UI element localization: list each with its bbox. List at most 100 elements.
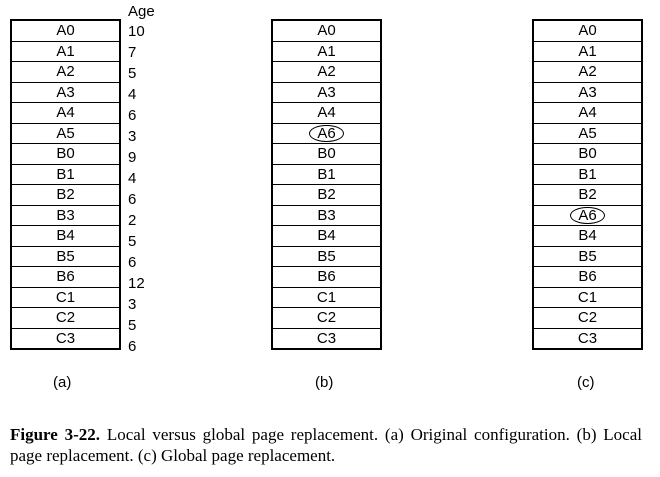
page-frame-cell: B6 <box>273 267 380 288</box>
page-table-a: A0 A1 A2 A3 A4 A5 B0 B1 B2 B3 B4 B5 B6 C1 C2 C3 <box>10 19 121 350</box>
page-frame-cell: B3 <box>12 206 119 226</box>
page-label: B2 <box>56 186 75 204</box>
page-label: B1 <box>578 165 597 183</box>
page-table-b: A0 A1 A2 A3 A4 A6 B0 B1 B2 B3 B4 B5 B6 C1 C2 C3 <box>271 19 382 350</box>
page-frame-cell: B0 <box>534 144 641 165</box>
page-frame-cell: A0 <box>12 21 119 42</box>
page-frame-cell: B1 <box>534 165 641 185</box>
age-value: 6 <box>128 107 137 124</box>
page-label: B4 <box>56 227 75 245</box>
figure-caption: Figure 3-22. Local versus global page re… <box>10 424 642 466</box>
page-label: B5 <box>317 247 336 265</box>
label-a: (a) <box>53 374 72 391</box>
page-frame-cell: C2 <box>12 308 119 329</box>
page-label: C3 <box>577 329 598 347</box>
page-frame-cell: B3 <box>273 206 380 226</box>
page-label: B6 <box>317 268 336 286</box>
page-label: B3 <box>56 206 75 224</box>
page-frame-cell: A4 <box>534 103 641 124</box>
replaced-page-label: A6 <box>570 206 605 224</box>
page-frame-cell: C2 <box>534 308 641 329</box>
age-value: 12 <box>128 275 145 292</box>
page-label: C3 <box>316 329 337 347</box>
page-label: C1 <box>577 288 598 306</box>
page-label: C2 <box>55 309 76 327</box>
page-frame-cell: B6 <box>534 267 641 288</box>
age-value: 6 <box>128 338 137 355</box>
page-label: C2 <box>577 309 598 327</box>
page-frame-cell: A1 <box>12 42 119 62</box>
page-label: A2 <box>578 63 597 81</box>
page-frame-cell: A4 <box>273 103 380 124</box>
label-c: (c) <box>577 374 595 391</box>
page-label: A0 <box>317 22 336 40</box>
page-label: A3 <box>578 83 597 101</box>
page-label: A4 <box>56 104 75 122</box>
page-frame-cell: C3 <box>273 329 380 349</box>
page-frame-cell: B2 <box>12 185 119 206</box>
page-frame-cell: B1 <box>12 165 119 185</box>
page-frame-cell: A5 <box>534 124 641 144</box>
page-frame-cell: C1 <box>534 288 641 308</box>
page-label: B3 <box>317 206 336 224</box>
page-table-c: A0 A1 A2 A3 A4 A5 B0 B1 B2 A6 B4 B5 B6 C1 C2 C3 <box>532 19 643 350</box>
page-frame-cell: B4 <box>12 226 119 247</box>
page-frame-cell: C1 <box>12 288 119 308</box>
page-frame-cell: B5 <box>273 247 380 267</box>
age-value: 3 <box>128 296 137 313</box>
page-label: A4 <box>578 104 597 122</box>
page-frame-cell: A2 <box>12 62 119 83</box>
age-value: 2 <box>128 212 137 229</box>
page-frame-cell: B0 <box>273 144 380 165</box>
page-frame-cell: C2 <box>273 308 380 329</box>
page-frame-cell: A1 <box>273 42 380 62</box>
page-label: B2 <box>578 186 597 204</box>
caption-title: Figure 3-22. <box>10 425 101 444</box>
page-frame-cell: B2 <box>273 185 380 206</box>
page-label: A1 <box>317 42 336 60</box>
page-frame-cell: C3 <box>534 329 641 349</box>
page-label: A2 <box>317 63 336 81</box>
page-label: B4 <box>578 227 597 245</box>
replaced-page-label: A6 <box>309 124 344 142</box>
page-frame-cell: A6 <box>534 206 641 226</box>
age-value: 9 <box>128 149 137 166</box>
age-value: 10 <box>128 23 145 40</box>
page-label: C3 <box>55 329 76 347</box>
page-label: C1 <box>55 288 76 306</box>
page-label: B4 <box>317 227 336 245</box>
page-frame-cell: B4 <box>273 226 380 247</box>
age-header: Age <box>128 3 155 20</box>
page-frame-cell: B5 <box>534 247 641 267</box>
page-frame-cell: A1 <box>534 42 641 62</box>
page-frame-cell: B2 <box>534 185 641 206</box>
page-frame-cell: A2 <box>534 62 641 83</box>
page-frame-cell: A3 <box>534 83 641 103</box>
page-frame-cell: B6 <box>12 267 119 288</box>
page-label: A5 <box>56 124 75 142</box>
page-label: B1 <box>56 165 75 183</box>
page-label: A1 <box>56 42 75 60</box>
page-label: C2 <box>316 309 337 327</box>
page-frame-cell: B1 <box>273 165 380 185</box>
age-value: 6 <box>128 191 137 208</box>
label-b: (b) <box>315 374 334 391</box>
page-frame-cell: A5 <box>12 124 119 144</box>
page-label: A5 <box>578 124 597 142</box>
page-frame-cell: B4 <box>534 226 641 247</box>
page-frame-cell: A4 <box>12 103 119 124</box>
page-frame-cell: C3 <box>12 329 119 349</box>
page-label: B5 <box>578 247 597 265</box>
page-frame-cell: C1 <box>273 288 380 308</box>
age-value: 7 <box>128 44 137 61</box>
age-value: 5 <box>128 65 137 82</box>
age-value: 3 <box>128 128 137 145</box>
page-frame-cell: A3 <box>273 83 380 103</box>
page-frame-cell: A0 <box>273 21 380 42</box>
age-value: 5 <box>128 317 137 334</box>
page-label: B0 <box>56 145 75 163</box>
page-label: B6 <box>578 268 597 286</box>
age-value: 6 <box>128 254 137 271</box>
age-value: 4 <box>128 170 137 187</box>
page-label: B0 <box>578 145 597 163</box>
